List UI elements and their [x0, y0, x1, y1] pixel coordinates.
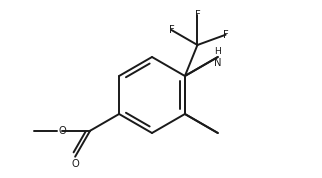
Text: F: F — [194, 10, 200, 20]
Text: F: F — [223, 30, 229, 40]
Text: O: O — [71, 159, 79, 169]
Text: N: N — [214, 58, 222, 68]
Text: H: H — [214, 47, 221, 56]
Text: O: O — [58, 126, 66, 136]
Text: F: F — [169, 25, 174, 35]
